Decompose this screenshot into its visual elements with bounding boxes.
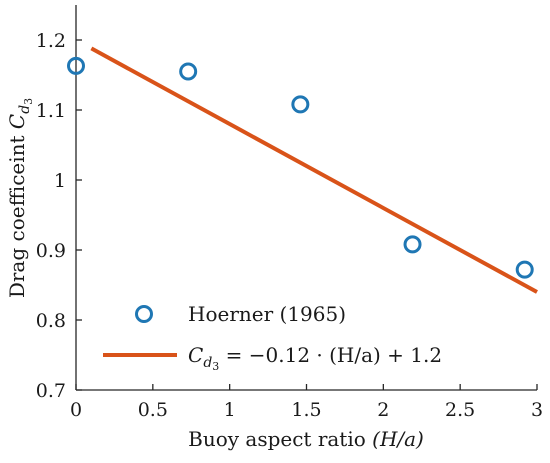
x-tick-label: 2.5 [445, 399, 475, 421]
y-tick-label: 0.9 [36, 240, 66, 262]
legend: Hoerner (1965) Cd3 = −0.12 · (H/a) + 1.2 [103, 302, 442, 373]
x-ticks: 0 0.5 1 1.5 2 2.5 3 [70, 384, 543, 421]
y-axis-label: Drag coefficeint Cd3 [5, 98, 35, 298]
fit-line [90, 46, 538, 294]
data-point [291, 95, 310, 114]
x-tick-label: 0.5 [138, 399, 168, 421]
x-tick-label: 0 [70, 399, 82, 421]
y-tick-label: 0.8 [36, 310, 66, 332]
x-tick-label: 1 [224, 399, 236, 421]
y-tick-label: 1 [54, 170, 66, 192]
data-point [67, 56, 85, 75]
data-point [515, 260, 534, 279]
legend-marker-hoerner [135, 305, 153, 323]
data-point [403, 235, 422, 254]
legend-label-hoerner: Hoerner (1965) [188, 302, 346, 326]
x-tick-label: 3 [531, 399, 543, 421]
x-tick-label: 1.5 [291, 399, 321, 421]
y-tick-label: 1.1 [36, 100, 66, 122]
data-point [179, 62, 198, 81]
y-tick-label: 1.2 [36, 30, 66, 52]
x-axis-label: Buoy aspect ratio (H/a) [188, 427, 424, 451]
plot-area [75, 5, 537, 391]
y-tick-label: 0.7 [36, 380, 66, 402]
series-layer [67, 46, 538, 294]
y-ticks: 0.7 0.8 0.9 1 1.1 1.2 [36, 30, 82, 402]
legend-label-fit: Cd3 = −0.12 · (H/a) + 1.2 [188, 343, 442, 373]
x-tick-label: 2 [377, 399, 389, 421]
